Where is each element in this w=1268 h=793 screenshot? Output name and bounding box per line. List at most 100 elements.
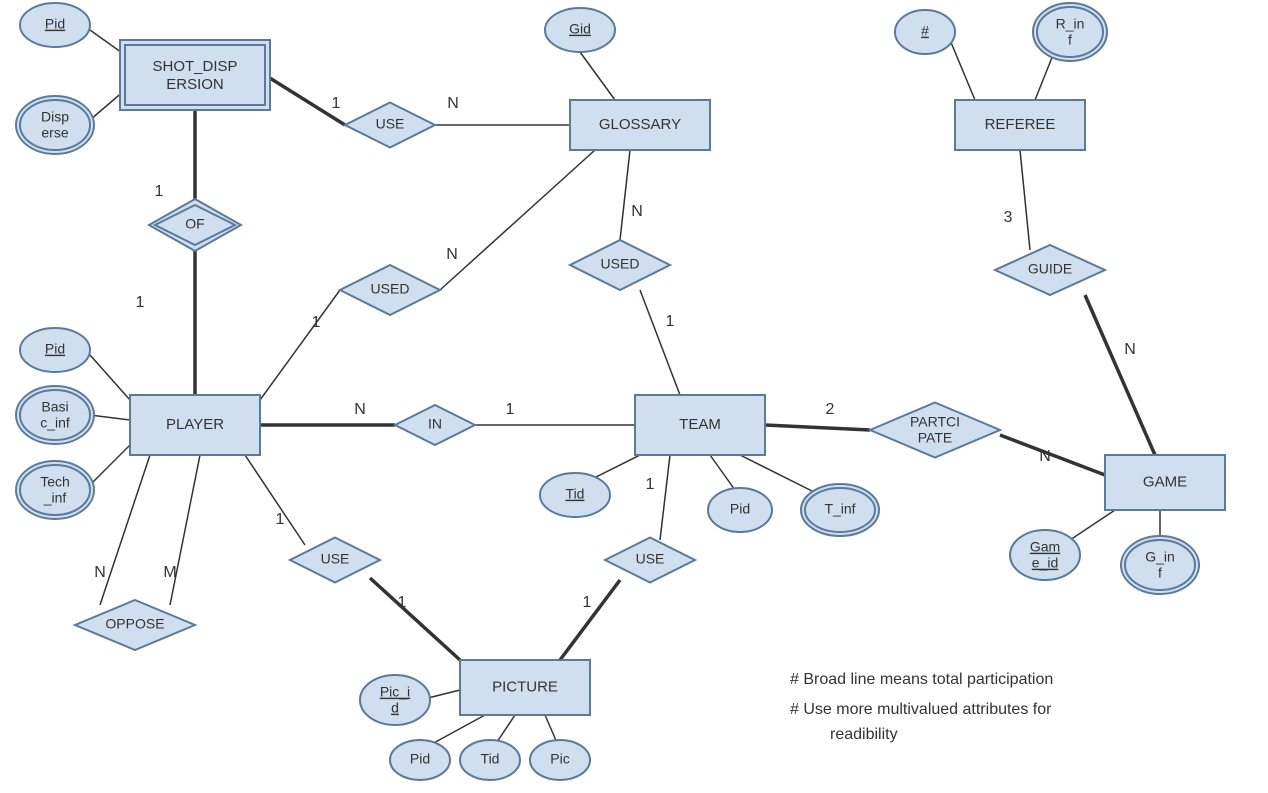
attribute-pl_tech: Tech_inf bbox=[16, 461, 94, 519]
attribute-tm_pid: Pid bbox=[708, 488, 772, 532]
cardinality-c14: N bbox=[1124, 341, 1136, 358]
cardinality-c16: M bbox=[163, 564, 176, 581]
attribute-ref_hash-label: # bbox=[921, 23, 929, 39]
attribute-pic_pid-label: Pid bbox=[410, 751, 430, 767]
er-diagram: SHOT_DISPERSION GLOSSARY REFEREE PLAYER TEAM… bbox=[0, 0, 1268, 793]
attribute-tm_tinf-label: T_inf bbox=[824, 501, 855, 517]
entity-team: TEAM bbox=[635, 395, 765, 455]
attribute-pl_basic: Basic_inf bbox=[16, 386, 94, 444]
relationship-use_tm_pic-label: USE bbox=[636, 551, 665, 567]
cardinality-c19: 1 bbox=[646, 476, 655, 493]
attribute-gm_gid-label: Gam bbox=[1030, 539, 1060, 555]
attribute-ref_rinf-label: R_in bbox=[1056, 16, 1085, 32]
cardinality-c11: 2 bbox=[826, 401, 835, 418]
attribute-pl_pid-label: Pid bbox=[45, 341, 65, 357]
entity-referee-label: REFEREE bbox=[985, 116, 1056, 133]
cardinality-c10: 1 bbox=[506, 401, 515, 418]
entity-shot_dispersion-label2: ERSION bbox=[166, 76, 224, 93]
attribute-ref_hash: # bbox=[895, 10, 955, 54]
edge-32 bbox=[560, 580, 620, 660]
edge-10 bbox=[640, 290, 680, 395]
entity-game-label: GAME bbox=[1143, 473, 1187, 490]
entity-glossary: GLOSSARY bbox=[570, 100, 710, 150]
cardinality-c7: N bbox=[631, 203, 643, 220]
relationship-in-label: IN bbox=[428, 416, 442, 432]
attribute-pic_picid-label: Pic_i bbox=[380, 684, 410, 700]
attribute-sd_disperse-label: Disp bbox=[41, 109, 69, 125]
cardinality-c3: 1 bbox=[332, 95, 341, 112]
attribute-tm_tinf: T_inf bbox=[801, 484, 879, 536]
relationship-use_pl_pic: USE bbox=[290, 538, 380, 583]
edge-6 bbox=[580, 52, 615, 100]
relationship-oppose: OPPOSE bbox=[75, 600, 195, 650]
relationship-of: OF bbox=[149, 199, 241, 251]
attribute-pic_pid: Pid bbox=[390, 740, 450, 780]
cardinality-c1: 1 bbox=[155, 183, 164, 200]
relationship-participate-label2: PATE bbox=[918, 430, 953, 446]
attribute-tm_tid: Tid bbox=[540, 473, 610, 517]
attribute-tm_pid-label: Pid bbox=[730, 501, 750, 517]
entity-shot_dispersion-label: SHOT_DISP bbox=[152, 58, 237, 75]
entity-team-label: TEAM bbox=[679, 416, 721, 433]
entity-player: PLAYER bbox=[130, 395, 260, 455]
edge-16 bbox=[590, 455, 640, 480]
edge-31 bbox=[660, 455, 670, 540]
attribute-ref_rinf-label2: f bbox=[1068, 32, 1072, 48]
edge-25 bbox=[950, 40, 975, 100]
attribute-pic_pic: Pic bbox=[530, 740, 590, 780]
cardinality-c8: 1 bbox=[666, 313, 675, 330]
note-line-3: readibility bbox=[830, 726, 898, 743]
attribute-sd_pid: Pid bbox=[20, 3, 90, 47]
relationship-use_sd_gl: USE bbox=[345, 103, 435, 148]
cardinality-c4: N bbox=[447, 95, 459, 112]
edge-30 bbox=[370, 578, 460, 660]
edge-29 bbox=[245, 455, 305, 545]
relationship-use_sd_gl-label: USE bbox=[376, 116, 405, 132]
edge-19 bbox=[765, 425, 870, 430]
attribute-ref_rinf: R_inf bbox=[1033, 3, 1107, 61]
attribute-pic_picid: Pic_id bbox=[360, 675, 430, 725]
edge-9 bbox=[620, 150, 630, 240]
edge-28 bbox=[170, 455, 200, 605]
attribute-pl_basic-label2: c_inf bbox=[40, 415, 70, 431]
edge-11 bbox=[90, 355, 130, 400]
cardinality-c17: 1 bbox=[276, 511, 285, 528]
edge-13 bbox=[90, 445, 130, 485]
relationship-use_tm_pic: USE bbox=[605, 538, 695, 583]
attribute-pl_pid: Pid bbox=[20, 328, 90, 372]
entity-shot_dispersion: SHOT_DISPERSION bbox=[120, 40, 270, 110]
attribute-pl_tech-label2: _inf bbox=[43, 490, 67, 506]
relationship-used_pl_gl: USED bbox=[340, 265, 440, 315]
attribute-sd_disperse-label2: erse bbox=[41, 125, 68, 141]
edge-34 bbox=[430, 715, 485, 745]
relationship-participate-label: PARTCI bbox=[910, 414, 960, 430]
cardinality-c2: 1 bbox=[136, 294, 145, 311]
entity-game: GAME bbox=[1105, 455, 1225, 510]
attribute-pic_tid: Tid bbox=[460, 740, 520, 780]
attribute-gl_gid-label: Gid bbox=[569, 21, 591, 37]
edge-21 bbox=[1070, 510, 1115, 540]
cardinality-c12: N bbox=[1039, 448, 1051, 465]
relationship-used_tm_gl-label: USED bbox=[601, 256, 640, 272]
attribute-gm_ginf: G_inf bbox=[1121, 536, 1199, 594]
attribute-gm_ginf-label: G_in bbox=[1145, 549, 1175, 565]
relationship-used_tm_gl: USED bbox=[570, 240, 670, 290]
note-line-1: # Broad line means total participation bbox=[790, 671, 1053, 688]
relationship-oppose-label: OPPOSE bbox=[105, 616, 164, 632]
entity-player-label: PLAYER bbox=[166, 416, 224, 433]
attribute-gl_gid: Gid bbox=[545, 8, 615, 52]
cardinality-c20: 1 bbox=[583, 594, 592, 611]
entity-glossary-label: GLOSSARY bbox=[599, 116, 681, 133]
cardinality-c18: 1 bbox=[398, 594, 407, 611]
attribute-pl_basic-label: Basi bbox=[41, 399, 68, 415]
relationship-guide: GUIDE bbox=[995, 245, 1105, 295]
attribute-gm_gid: Game_id bbox=[1010, 530, 1080, 580]
cardinality-c15: N bbox=[94, 564, 106, 581]
attribute-sd_disperse: Disperse bbox=[16, 96, 94, 154]
entity-referee: REFEREE bbox=[955, 100, 1085, 150]
attribute-gm_gid-label2: e_id bbox=[1032, 555, 1058, 571]
cardinality-c6: 1 bbox=[312, 314, 321, 331]
relationship-participate: PARTCIPATE bbox=[870, 403, 1000, 458]
relationship-of-label: OF bbox=[185, 216, 204, 232]
relationship-guide-label: GUIDE bbox=[1028, 261, 1072, 277]
